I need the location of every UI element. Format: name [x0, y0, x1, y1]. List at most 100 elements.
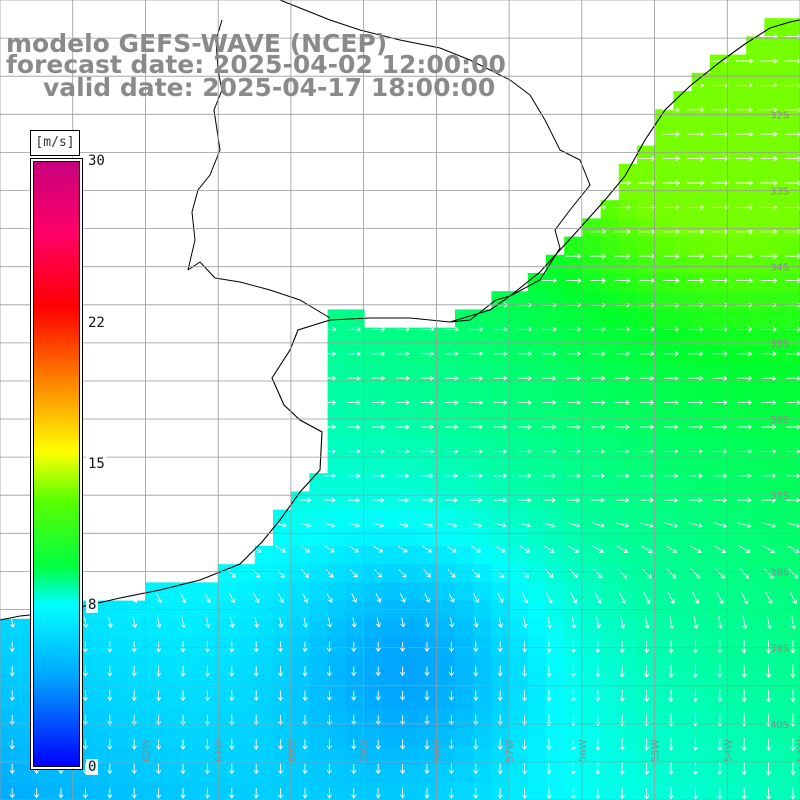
field-cell: [436, 382, 456, 401]
field-cell: [473, 436, 492, 456]
field-cell: [382, 345, 401, 365]
wind-arrow: [424, 788, 430, 799]
field-cell: [0, 691, 19, 711]
wind-arrow: [518, 522, 532, 528]
wind-arrow: [424, 666, 430, 677]
field-cell: [309, 509, 329, 529]
field-cell: [673, 655, 693, 674]
wind-arrow: [569, 568, 578, 579]
field-cell: [491, 309, 511, 329]
wind-arrow: [737, 497, 752, 503]
field-cell: [691, 364, 711, 383]
field-cell: [127, 728, 147, 747]
field-cell: [600, 600, 620, 620]
field-cell: [491, 637, 511, 656]
field-cell: [145, 637, 165, 656]
wind-arrow: [784, 58, 800, 64]
field-cell: [54, 782, 74, 800]
field-cell: [327, 309, 347, 329]
field-cell: [436, 364, 456, 383]
wind-arrow: [278, 641, 284, 653]
field-cell: [127, 709, 147, 729]
field-cell: [200, 600, 219, 620]
wind-arrow: [374, 569, 383, 578]
lat-label: 40S: [770, 720, 789, 731]
field-cell: [91, 673, 110, 693]
wind-arrow: [788, 568, 799, 579]
wind-arrow: [688, 448, 703, 454]
field-cell: [582, 491, 602, 511]
field-cell: [655, 254, 674, 274]
field-cell: [637, 418, 656, 438]
field-cell: [782, 127, 800, 147]
wind-arrow: [644, 640, 650, 654]
field-cell: [327, 364, 347, 383]
field-cell: [691, 436, 711, 456]
wind-arrow: [204, 714, 210, 726]
wind-arrow: [497, 592, 504, 604]
field-cell: [618, 309, 638, 329]
field-cell: [600, 436, 620, 456]
field-cell: [655, 291, 674, 310]
field-cell: [600, 400, 620, 420]
field-cell: [200, 691, 219, 711]
field-cell: [345, 491, 365, 511]
field-cell: [509, 546, 529, 565]
field-cell: [527, 273, 547, 292]
wind-arrow: [493, 400, 508, 406]
field-cell: [782, 345, 800, 365]
field-cell: [564, 527, 583, 547]
field-cell: [509, 564, 529, 583]
wind-arrow: [614, 253, 631, 259]
field-cell: [254, 746, 274, 765]
field-cell: [764, 600, 784, 620]
field-cell: [782, 273, 800, 292]
wind-arrow: [640, 522, 654, 529]
wind-arrow: [566, 278, 582, 284]
wind-arrow: [351, 690, 357, 701]
wind-arrow: [375, 666, 381, 677]
field-cell: [582, 691, 602, 711]
field-cell: [691, 564, 711, 583]
field-cell: [600, 200, 620, 219]
wind-arrow: [761, 351, 777, 357]
field-cell: [455, 400, 474, 420]
wind-arrow: [424, 690, 430, 701]
field-cell: [691, 637, 711, 656]
field-cell: [491, 345, 511, 365]
field-cell: [345, 691, 365, 711]
field-cell: [436, 691, 456, 711]
field-cell: [764, 509, 784, 529]
wind-arrow: [663, 375, 679, 381]
field-cell: [728, 418, 747, 438]
wind-arrow: [566, 375, 582, 381]
wind-arrow: [742, 615, 748, 630]
field-cell: [418, 564, 438, 583]
field-cell: [527, 418, 547, 438]
wind-arrow: [396, 448, 410, 454]
field-cell: [691, 473, 711, 492]
wind-arrow: [323, 375, 337, 381]
wind-arrow: [594, 592, 602, 604]
field-cell: [309, 746, 329, 765]
wind-arrow: [668, 640, 674, 654]
field-cell: [309, 782, 329, 800]
field-cell: [236, 600, 256, 620]
field-cell: [236, 637, 256, 656]
wind-arrow: [131, 763, 137, 775]
wind-arrow: [375, 788, 381, 799]
field-cell: [546, 655, 565, 674]
wind-arrow: [790, 738, 796, 752]
wind-arrow: [522, 714, 528, 726]
field-cell: [400, 400, 420, 420]
field-cell: [637, 345, 656, 365]
wind-arrow: [493, 448, 508, 454]
wind-arrow: [204, 690, 210, 702]
field-cell: [764, 782, 784, 800]
wind-arrow: [668, 738, 674, 751]
field-cell: [655, 345, 674, 365]
wind-arrow: [761, 424, 777, 430]
field-cell: [655, 182, 674, 201]
field-cell: [691, 236, 711, 256]
wind-arrow: [546, 592, 553, 604]
